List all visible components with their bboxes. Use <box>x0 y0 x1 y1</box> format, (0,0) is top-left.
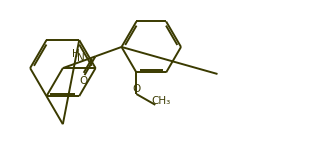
Text: CH₃: CH₃ <box>152 96 171 106</box>
Text: O: O <box>80 76 88 86</box>
Text: N: N <box>77 53 85 63</box>
Text: H: H <box>72 49 80 59</box>
Text: O: O <box>132 84 141 94</box>
